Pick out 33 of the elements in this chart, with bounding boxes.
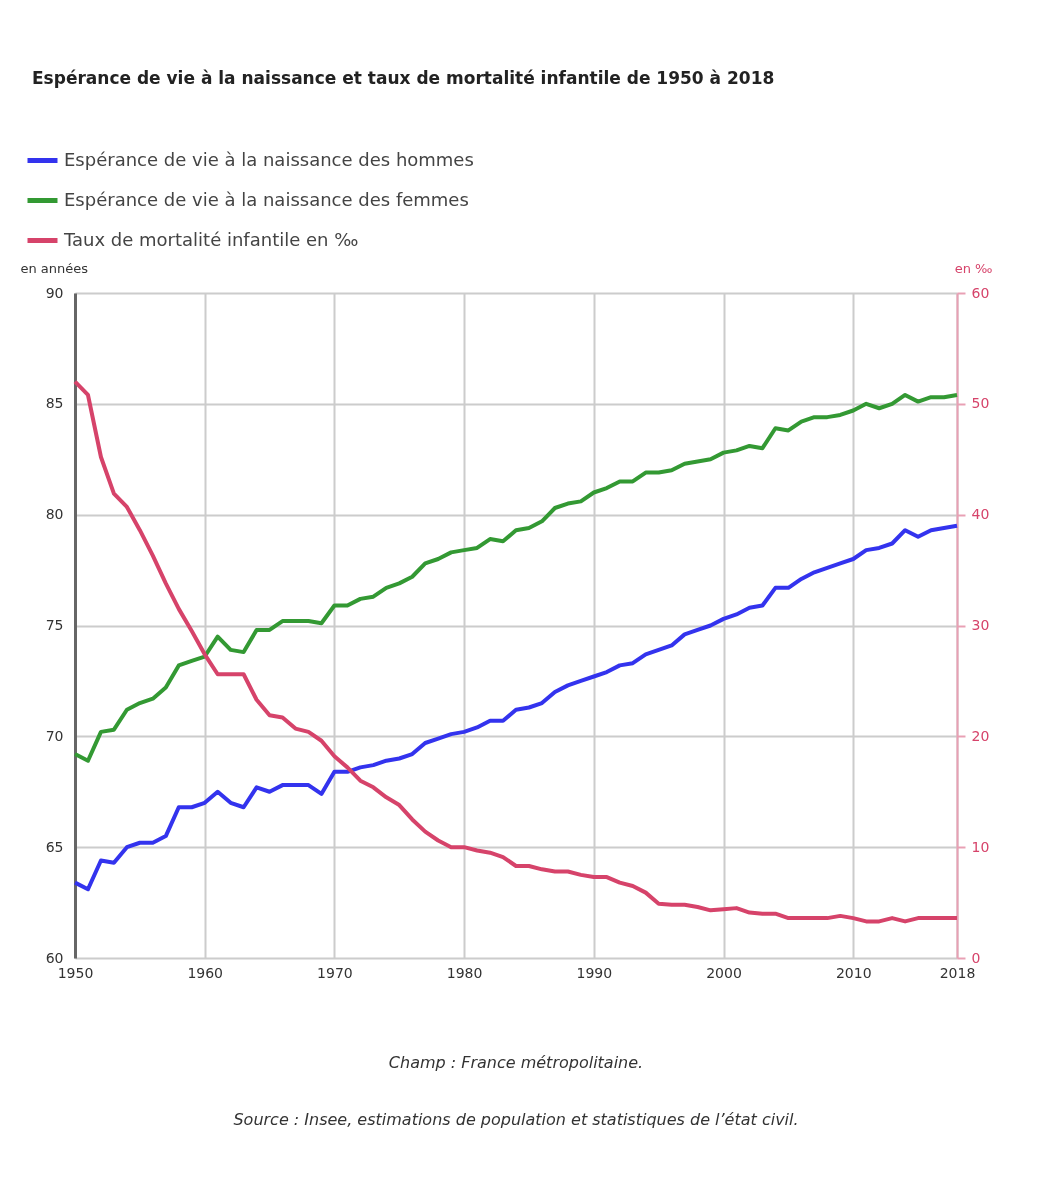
x-tick-label: 2010	[835, 964, 872, 981]
legend-label: Espérance de vie à la naissance des femmes	[64, 188, 469, 210]
y-tick-label: 65	[45, 838, 64, 855]
x-tick-label: 1950	[57, 964, 94, 981]
y-tick-label: 70	[45, 727, 64, 744]
y2-tick-label: 20	[971, 727, 990, 744]
y2-tick-label: 0	[971, 949, 981, 966]
y2-tick-label: 40	[971, 506, 990, 523]
line-series	[73, 392, 959, 763]
y-tick-label: 85	[45, 395, 64, 412]
x-tick-label: 1980	[446, 964, 483, 981]
line-series	[73, 523, 959, 892]
y-tick-label: 80	[45, 506, 64, 523]
legend-label: Taux de mortalité infantile en ‰	[63, 228, 359, 250]
y2-tick-label: 60	[971, 284, 990, 301]
x-tick-label: 1990	[576, 964, 613, 981]
source-note: Source : Insee, estimations de population et statistiques de l’état civil.	[233, 1110, 799, 1129]
y2-tick-label: 30	[971, 617, 990, 633]
y-axis-title: en années	[20, 260, 89, 276]
x-tick-label: 1960	[187, 964, 224, 981]
y-tick-label: 90	[45, 284, 64, 301]
x-tick-label: 2018	[939, 964, 976, 981]
x-tick-label: 2000	[706, 964, 742, 981]
y2-tick-label: 10	[971, 838, 990, 855]
y2-tick-label: 50	[971, 395, 990, 412]
chart-title: Espérance de vie à la naissance et taux de mortalité infantile de 1950 à 2018	[32, 68, 775, 88]
y-tick-label: 75	[45, 617, 64, 633]
text: Champ : France métropolitaine.	[388, 1053, 644, 1072]
legend-label: Espérance de vie à la naissance des hommes	[64, 148, 474, 170]
x-tick-label: 1970	[317, 964, 353, 981]
y2-axis-title: en ‰	[954, 260, 993, 276]
y-tick-label: 60	[45, 949, 64, 966]
line-series	[73, 379, 959, 924]
